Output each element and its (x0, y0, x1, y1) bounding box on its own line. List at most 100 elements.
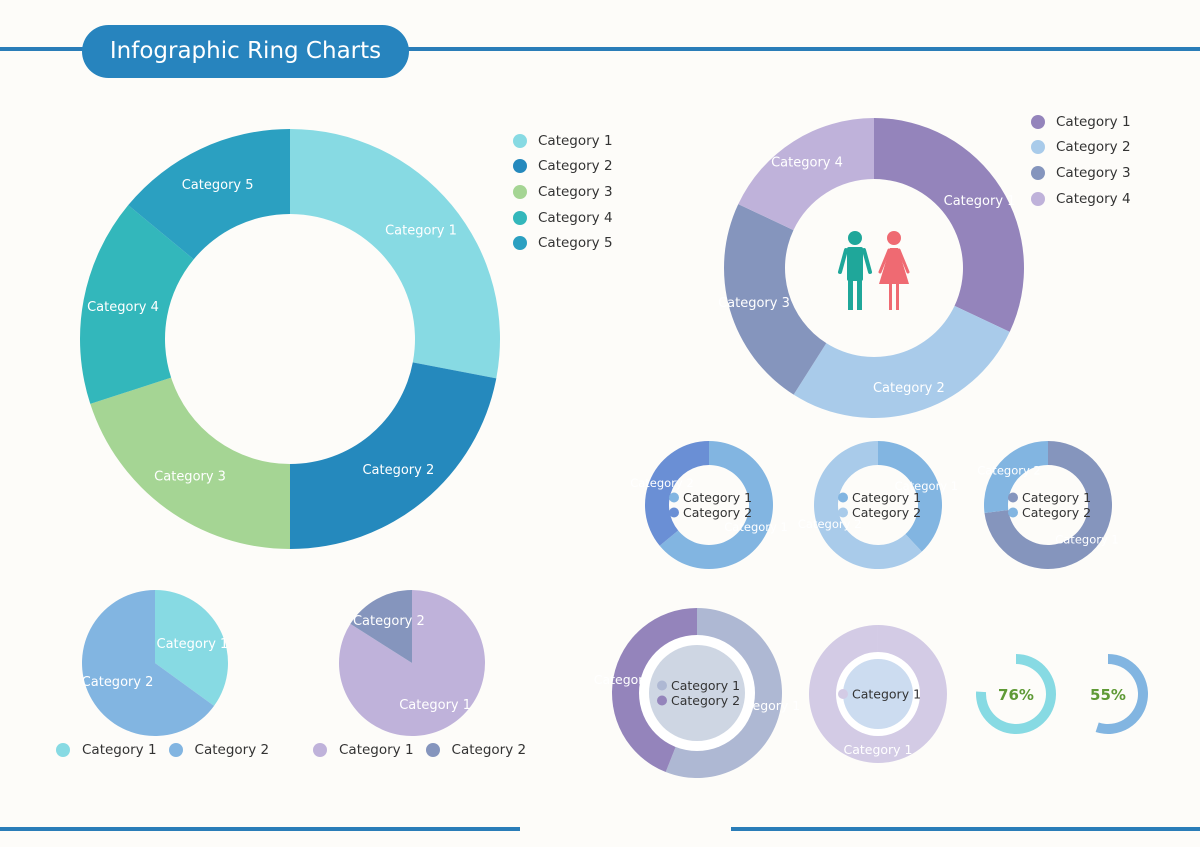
single-donut: Category 1 Category 1 (808, 625, 947, 763)
people-donut: Category 1 Category 2 Category 3 Category 4 (718, 118, 1024, 419)
pie-2-legend: Category 1 Category 2 (313, 737, 538, 763)
small-donut-1-legend-label-1: Category 1 (683, 490, 752, 505)
people-donut-slice-4 (738, 118, 874, 231)
people-donut-slice-label-2: Category 2 (873, 381, 945, 396)
nested-donut-legend-label-1: Category 1 (671, 678, 740, 693)
small-donut-1-legend-swatch-2 (669, 507, 679, 518)
header-rule-right (400, 47, 1200, 51)
people-donut-legend-label: Category 3 (1056, 164, 1131, 181)
man-icon (838, 231, 872, 310)
big-donut-legend-swatch (513, 236, 527, 251)
header-rule-left (0, 47, 90, 51)
big-donut-legend-item: Category 2 (513, 154, 613, 180)
people-donut-legend-item: Category 3 (1031, 160, 1131, 186)
pie-1-legend-swatch (168, 742, 183, 757)
big-donut-legend-label: Category 5 (538, 235, 613, 252)
small-donut-2-legend-swatch-1 (838, 492, 848, 503)
pie-2-slice-2 (350, 590, 412, 663)
people-donut-legend-swatch (1031, 140, 1045, 155)
big-donut-legend-swatch (513, 184, 527, 199)
big-donut-slice-label-2: Category 2 (362, 463, 434, 478)
people-donut-legend-swatch (1031, 165, 1045, 180)
pie-1-slice-1 (155, 590, 229, 706)
pie-1-slice-label-1: Category 1 (157, 637, 229, 652)
people-donut-slice-label-1: Category 1 (944, 194, 1016, 209)
small-donut-3-legend-swatch-1 (1008, 492, 1018, 503)
single-donut-legend-swatch-1 (838, 689, 848, 699)
pie-2-legend-label: Category 2 (451, 741, 527, 758)
big-donut-slice-label-4: Category 4 (87, 300, 159, 315)
people-donut-slice-2 (793, 305, 1010, 419)
big-donut-legend-label: Category 2 (538, 158, 613, 175)
small-donut-2-slice-2 (814, 441, 922, 569)
big-donut-legend: Category 1 Category 2 Category 3 Category 4… (513, 128, 613, 256)
pie-1-slice-2 (82, 590, 215, 736)
single-donut-legend-label-1: Category 1 (852, 687, 921, 702)
people-donut-slice-label-3: Category 3 (718, 296, 790, 311)
small-donut-1-slice-label-2: Category 2 (630, 476, 694, 490)
big-donut-legend-swatch (513, 210, 527, 225)
small-donut-3-slice-label-1: Category 1 (1055, 532, 1119, 546)
people-donut-legend-label: Category 2 (1056, 139, 1131, 156)
progress-1-label: 76% (998, 686, 1034, 704)
big-donut-legend-item: Category 3 (513, 179, 613, 205)
nested-donut-legend-swatch-1 (657, 680, 667, 691)
pie-2-slice-label-1: Category 1 (399, 698, 471, 713)
small-donut-1-legend-swatch-1 (669, 492, 679, 503)
small-donut-3-legend-swatch-2 (1008, 507, 1018, 518)
progress-1: 76% (975, 654, 1056, 734)
big-donut-slice-5 (128, 129, 290, 260)
small-donut-3-slice-label-2: Category 2 (977, 464, 1041, 478)
big-donut-legend-label: Category 4 (538, 209, 613, 226)
people-donut-legend-item: Category 2 (1031, 135, 1131, 161)
pie-1-legend-swatch (56, 742, 70, 757)
page-title: Infographic Ring Charts (82, 25, 409, 78)
pie-1-legend: Category 1 Category 2 (56, 737, 281, 763)
pie-2-legend-swatch (425, 742, 440, 757)
big-donut-slice-3 (90, 377, 290, 549)
small-donut-2-legend-label-2: Category 2 (852, 505, 921, 520)
big-donut-legend-label: Category 3 (538, 183, 613, 200)
small-donut-2-slice-1 (878, 441, 942, 552)
big-donut-legend-label: Category 1 (538, 132, 613, 149)
footer-rule-left (0, 827, 520, 831)
people-donut-slice-1 (874, 118, 1024, 332)
small-donut-2-slice-label-2: Category 2 (798, 517, 862, 531)
big-donut-slice-label-5: Category 5 (182, 178, 254, 193)
pie-2-legend-label: Category 1 (339, 741, 414, 758)
nested-donut-legend-swatch-2 (657, 695, 667, 706)
pie-2-legend-item: Category 2 (425, 737, 527, 763)
big-donut-legend-item: Category 5 (513, 230, 613, 256)
people-donut-legend-item: Category 1 (1031, 109, 1131, 135)
people-donut-legend-swatch (1031, 191, 1045, 206)
single-donut-inner-disc (843, 659, 913, 729)
small-donut-3-slice-2 (984, 441, 1048, 514)
small-donut-1-slice-1 (659, 441, 773, 569)
pie-2-legend-item: Category 1 (313, 737, 414, 763)
big-donut-legend-item: Category 4 (513, 205, 613, 231)
single-donut-slice-label-1: Category 1 (843, 742, 912, 757)
big-donut: Category 1 Category 2 Category 3 Category 4… (79, 129, 501, 549)
big-donut-slice-2 (290, 362, 497, 549)
small-donut-3-legend-label-1: Category 1 (1022, 490, 1091, 505)
pie-1-legend-label: Category 1 (82, 741, 157, 758)
small-donut-3-legend-label-2: Category 2 (1022, 505, 1091, 520)
pie-2: Category 1 Category 2 (339, 590, 486, 736)
pie-1-legend-item: Category 1 (56, 737, 157, 763)
pie-1-slice-label-2: Category 2 (82, 675, 154, 690)
people-donut-legend-label: Category 4 (1056, 190, 1131, 207)
big-donut-slice-label-3: Category 3 (154, 470, 226, 485)
pie-2-legend-swatch (313, 742, 327, 757)
big-donut-slice-4 (79, 205, 194, 404)
woman-icon (878, 231, 910, 310)
people-donut-legend-item: Category 4 (1031, 186, 1131, 212)
small-donut-3-slice-1 (984, 441, 1112, 569)
small-donut-1-slice-2 (645, 441, 709, 546)
footer-rule-right (731, 827, 1200, 831)
small-donut-1-legend-label-2: Category 2 (683, 505, 752, 520)
